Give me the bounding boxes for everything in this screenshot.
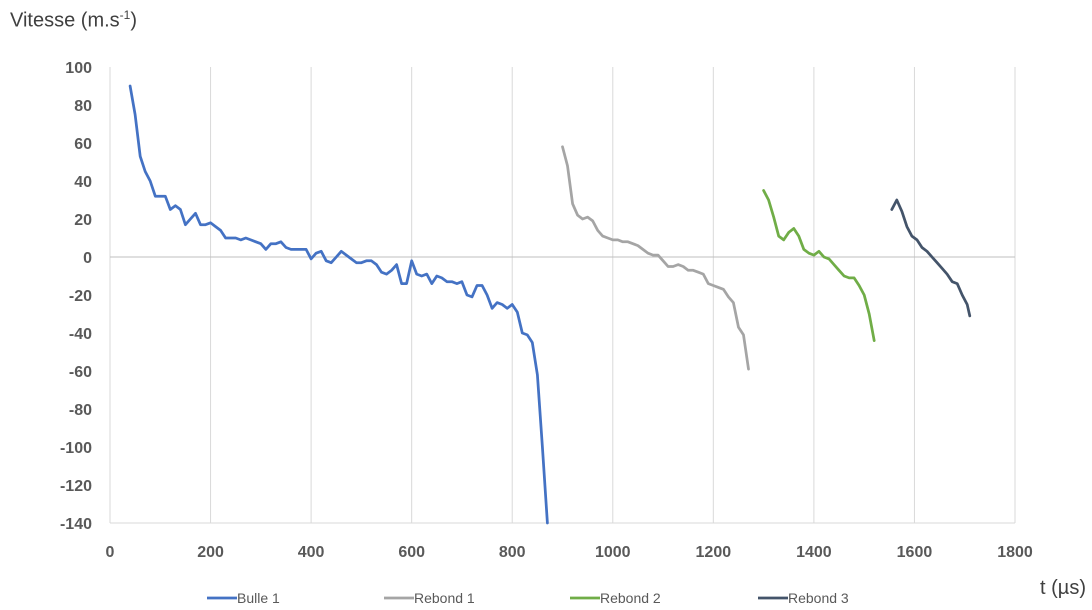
y-axis-title: Vitesse (m.s-1) <box>10 8 138 32</box>
grid <box>210 67 1016 523</box>
y-tick-label: -100 <box>60 440 92 457</box>
y-tick-label: -20 <box>69 288 92 305</box>
legend-label: Rebond 1 <box>414 590 475 606</box>
series-line-rebond-1 <box>561 145 750 371</box>
series-line-rebond-3 <box>890 198 972 318</box>
y-tick-label: 60 <box>74 136 92 153</box>
legend-label: Rebond 3 <box>788 590 849 606</box>
series-line-bulle-1 <box>128 84 549 525</box>
y-tick-label: 20 <box>74 212 92 229</box>
x-tick-label: 1800 <box>997 544 1033 561</box>
legend-label: Bulle 1 <box>237 590 280 606</box>
series-line-rebond-2 <box>762 189 876 342</box>
x-tick-label: 1000 <box>595 544 631 561</box>
y-tick-label: -120 <box>60 478 92 495</box>
x-tick-label: 1200 <box>696 544 732 561</box>
x-tick-label: 0 <box>106 544 115 561</box>
legend: Bulle 1 Rebond 1 Rebond 2 Rebond 3 <box>207 590 849 606</box>
y-tick-label: -140 <box>60 516 92 533</box>
x-axis-title: t (µs) <box>1040 577 1086 599</box>
x-tick-label: 1400 <box>796 544 832 561</box>
series-layer <box>128 84 972 525</box>
y-tick-label: 40 <box>74 174 92 191</box>
y-tick-label: 80 <box>74 98 92 115</box>
y-tick-label: -80 <box>69 402 92 419</box>
x-tick-label: 1600 <box>897 544 933 561</box>
x-tick-label: 200 <box>197 544 224 561</box>
legend-label: Rebond 2 <box>600 590 661 606</box>
y-tick-label: 0 <box>83 250 92 267</box>
axes <box>109 67 1015 524</box>
x-tick-label: 400 <box>298 544 325 561</box>
x-tick-label: 600 <box>398 544 425 561</box>
y-tick-label: -40 <box>69 326 92 343</box>
y-tick-label: -60 <box>69 364 92 381</box>
y-tick-label: 100 <box>65 60 92 77</box>
x-tick-label: 800 <box>499 544 526 561</box>
